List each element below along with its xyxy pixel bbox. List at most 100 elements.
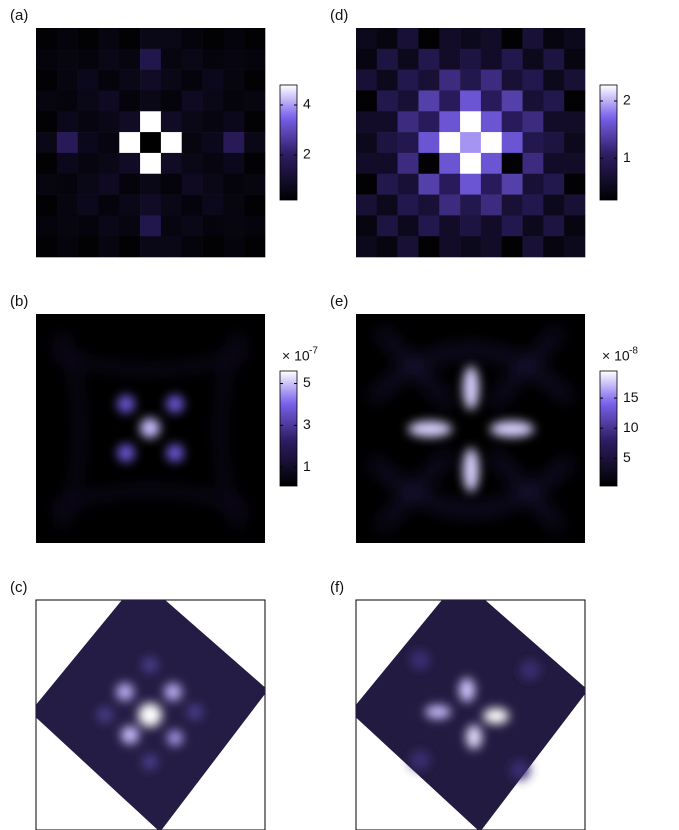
heatmap-cell — [57, 153, 78, 174]
heatmap-cell — [203, 195, 224, 216]
heatmap-cell — [460, 236, 481, 257]
heatmap-cell — [439, 111, 460, 132]
heatmap-cell — [481, 111, 502, 132]
heatmap-cell — [439, 132, 460, 153]
heatmap-cell — [418, 195, 439, 216]
heatmap-cell — [564, 195, 585, 216]
heatmap-cell — [356, 153, 377, 174]
heatmap-cell — [398, 195, 419, 216]
heatmap-cell — [460, 49, 481, 70]
heatmap-cell — [98, 236, 119, 257]
heatmap-cell — [418, 236, 439, 257]
heatmap-cell — [481, 215, 502, 236]
colorbar-tick-label: 3 — [303, 416, 311, 432]
heatmap-cell — [119, 70, 140, 91]
heatmap-cell — [140, 195, 161, 216]
heatmap-cell — [36, 174, 57, 195]
colorbar-scale: × 10 — [602, 348, 630, 364]
heatmap-cell — [377, 174, 398, 195]
heatmap-cell — [481, 174, 502, 195]
heatmap-cell — [523, 132, 544, 153]
panel-label: (b) — [10, 293, 28, 310]
heatmap-cell — [119, 153, 140, 174]
heatmap-cell — [439, 236, 460, 257]
heatmap-cell — [481, 195, 502, 216]
heatmap-cell — [223, 111, 244, 132]
heatmap-cell — [223, 132, 244, 153]
heatmap-cell — [418, 49, 439, 70]
heatmap-cell — [356, 236, 377, 257]
heatmap-cell — [356, 132, 377, 153]
colorbar-tick-label: 5 — [303, 374, 311, 390]
heatmap-cell — [543, 111, 564, 132]
heatmap-cell — [543, 215, 564, 236]
heatmap-cell — [140, 215, 161, 236]
heatmap-cell — [244, 215, 265, 236]
heatmap-cell — [244, 236, 265, 257]
heatmap-cell — [119, 28, 140, 49]
heatmap-cell — [564, 111, 585, 132]
heatmap-cell — [418, 174, 439, 195]
heatmap-cell — [377, 236, 398, 257]
heatmap-cell — [418, 90, 439, 111]
heatmap-cell — [119, 174, 140, 195]
heatmap-cell — [182, 90, 203, 111]
heatmap-cell — [140, 49, 161, 70]
heatmap-cell — [418, 153, 439, 174]
heatmap-cell — [119, 195, 140, 216]
colorbar-exponent: -8 — [629, 346, 638, 357]
heatmap-cell — [182, 70, 203, 91]
heatmap-cell — [460, 111, 481, 132]
heatmap-cell — [57, 174, 78, 195]
heatmap-cell — [460, 90, 481, 111]
panel-label: (d) — [330, 7, 348, 24]
heatmap-cell — [398, 215, 419, 236]
heatmap-cell — [356, 174, 377, 195]
heatmap-cell — [223, 174, 244, 195]
heatmap-cell — [182, 215, 203, 236]
heatmap-cell — [564, 215, 585, 236]
heatmap-cell — [377, 215, 398, 236]
colorbar-tick-label: 10 — [623, 419, 639, 435]
heatmap-cell — [98, 28, 119, 49]
heatmap-cell — [182, 111, 203, 132]
heatmap-cell — [140, 70, 161, 91]
heatmap-cell — [36, 132, 57, 153]
heatmap-cell — [377, 153, 398, 174]
heatmap-cell — [564, 28, 585, 49]
heatmap-cell — [57, 236, 78, 257]
heatmap-cell — [203, 215, 224, 236]
heatmap-cell — [57, 70, 78, 91]
heatmap-cell — [36, 111, 57, 132]
heatmap-cell — [481, 132, 502, 153]
heatmap-cell — [418, 111, 439, 132]
heatmap-cell — [356, 215, 377, 236]
heatmap-cell — [119, 49, 140, 70]
heatmap-cell — [223, 153, 244, 174]
heatmap-cell — [57, 215, 78, 236]
heatmap-cell — [98, 49, 119, 70]
panel-label: (a) — [10, 7, 28, 24]
heatmap-cell — [78, 49, 99, 70]
heatmap-cell — [244, 174, 265, 195]
heatmap-cell — [523, 111, 544, 132]
heatmap-cell — [161, 153, 182, 174]
heatmap-cell — [223, 90, 244, 111]
heatmap-cell — [78, 111, 99, 132]
heatmap-cell — [481, 90, 502, 111]
heatmap-cell — [140, 153, 161, 174]
heatmap-cell — [398, 90, 419, 111]
heatmap-cell — [523, 49, 544, 70]
heatmap-cell — [98, 111, 119, 132]
heatmap-cell — [460, 174, 481, 195]
heatmap-cell — [356, 111, 377, 132]
heatmap-cell — [98, 70, 119, 91]
heatmap-cell — [377, 49, 398, 70]
heatmap-cell — [161, 28, 182, 49]
heatmap-cell — [502, 174, 523, 195]
heatmap-cell — [460, 70, 481, 91]
colorbar-tick-label: 4 — [303, 96, 311, 112]
heatmap-cell — [98, 90, 119, 111]
heatmap-cell — [161, 132, 182, 153]
heatmap-cell — [140, 28, 161, 49]
